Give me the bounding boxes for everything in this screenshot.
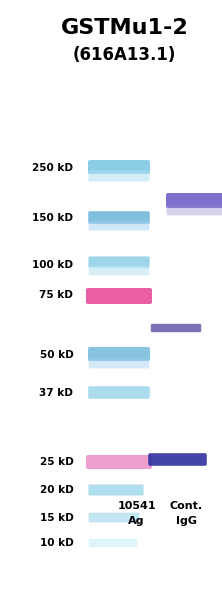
Text: 20 kD: 20 kD	[40, 485, 73, 495]
FancyBboxPatch shape	[89, 512, 139, 523]
FancyBboxPatch shape	[89, 221, 149, 230]
Text: 250 kD: 250 kD	[32, 163, 73, 173]
Text: GSTMu1-2: GSTMu1-2	[60, 18, 188, 38]
FancyBboxPatch shape	[88, 160, 150, 174]
Text: Cont.: Cont.	[170, 501, 203, 511]
Text: 25 kD: 25 kD	[40, 457, 73, 467]
Text: 15 kD: 15 kD	[40, 513, 73, 523]
FancyBboxPatch shape	[89, 266, 149, 275]
Text: 10541: 10541	[117, 501, 156, 511]
FancyBboxPatch shape	[88, 256, 150, 268]
FancyBboxPatch shape	[88, 484, 144, 496]
FancyBboxPatch shape	[89, 539, 137, 547]
Text: Ag: Ag	[128, 516, 145, 526]
FancyBboxPatch shape	[88, 386, 150, 399]
FancyBboxPatch shape	[86, 288, 152, 304]
Text: (616A13.1): (616A13.1)	[73, 46, 176, 64]
FancyBboxPatch shape	[166, 193, 222, 208]
Text: 100 kD: 100 kD	[32, 260, 73, 270]
FancyBboxPatch shape	[148, 453, 207, 466]
Text: 50 kD: 50 kD	[40, 350, 73, 360]
FancyBboxPatch shape	[166, 206, 222, 215]
FancyBboxPatch shape	[89, 359, 149, 368]
Text: 150 kD: 150 kD	[32, 213, 73, 223]
Text: IgG: IgG	[176, 516, 197, 526]
FancyBboxPatch shape	[88, 211, 150, 224]
Text: 10 kD: 10 kD	[40, 538, 73, 548]
FancyBboxPatch shape	[151, 324, 201, 332]
FancyBboxPatch shape	[88, 170, 150, 182]
FancyBboxPatch shape	[88, 347, 150, 361]
Text: 37 kD: 37 kD	[39, 388, 73, 398]
Text: 75 kD: 75 kD	[39, 290, 73, 300]
FancyBboxPatch shape	[86, 455, 152, 469]
